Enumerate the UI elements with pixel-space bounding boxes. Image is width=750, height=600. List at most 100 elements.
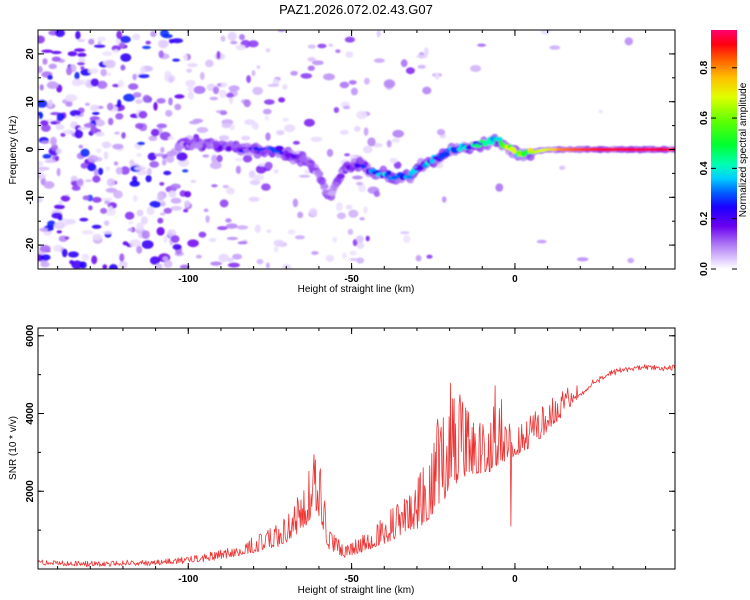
noise-blob	[78, 57, 86, 63]
noise-blob	[160, 200, 166, 207]
noise-blob	[172, 244, 182, 250]
noise-blob	[348, 209, 359, 218]
noise-blob	[120, 64, 126, 71]
noise-blob	[118, 42, 126, 48]
noise-blob	[174, 94, 185, 99]
noise-blob	[292, 140, 300, 145]
noise-blob	[441, 196, 447, 203]
noise-blob	[116, 30, 123, 40]
ridge-core	[275, 145, 284, 152]
noise-blob	[356, 181, 363, 186]
noise-blob	[154, 153, 165, 157]
noise-blob	[235, 165, 241, 174]
noise-blob	[69, 110, 81, 117]
noise-blob	[309, 208, 318, 217]
noise-blob	[150, 128, 160, 137]
noise-blob	[323, 73, 335, 81]
noise-blob	[495, 183, 504, 192]
noise-blob	[97, 167, 104, 176]
snr-y-tick-label: 4000	[25, 402, 36, 425]
noise-blob	[277, 30, 286, 33]
noise-blob	[129, 180, 140, 187]
snr-x-tick-label: -100	[178, 574, 198, 585]
noise-blob	[225, 218, 232, 223]
noise-blob	[38, 111, 43, 120]
noise-blob	[155, 263, 163, 269]
noise-blob	[94, 119, 105, 127]
noise-blob	[77, 38, 86, 43]
noise-blob	[90, 78, 99, 87]
noise-blob	[134, 166, 146, 171]
noise-blob	[83, 123, 96, 128]
noise-blob	[115, 167, 123, 175]
noise-blob	[38, 166, 50, 171]
ridge-core	[357, 159, 365, 165]
noise-blob	[345, 51, 354, 58]
noise-blob	[51, 50, 62, 55]
noise-blob	[38, 35, 45, 44]
noise-blob	[102, 264, 108, 269]
noise-blob	[203, 208, 209, 213]
noise-blob	[85, 179, 93, 183]
noise-blob	[148, 135, 158, 141]
noise-blob	[166, 150, 177, 157]
noise-blob	[77, 127, 88, 131]
noise-blob	[87, 155, 99, 163]
noise-blob	[41, 124, 51, 132]
noise-blob	[122, 241, 128, 246]
noise-blob	[168, 76, 174, 83]
noise-blob	[211, 184, 218, 188]
noise-blob	[470, 65, 482, 72]
noise-blob	[228, 85, 240, 92]
snr-y-tick-label: 6000	[25, 324, 36, 347]
noise-blob	[304, 169, 311, 175]
noise-blob	[165, 109, 173, 117]
noise-blob	[386, 140, 392, 148]
noise-blob	[157, 192, 165, 202]
noise-blob	[135, 99, 143, 104]
noise-blob	[226, 92, 234, 98]
noise-blob	[202, 154, 210, 158]
noise-blob	[51, 56, 61, 62]
noise-blob	[200, 71, 205, 81]
noise-blob	[248, 196, 260, 202]
ridge-core	[317, 171, 324, 177]
noise-blob	[87, 68, 99, 74]
noise-blob	[176, 152, 188, 162]
noise-blob	[179, 264, 190, 269]
noise-blob	[196, 127, 209, 133]
noise-blob	[78, 144, 84, 149]
noise-blob	[97, 80, 108, 89]
noise-blob	[383, 79, 396, 89]
noise-blob	[216, 51, 221, 60]
noise-blob	[94, 131, 105, 137]
noise-blob	[135, 123, 144, 129]
noise-blob	[210, 261, 223, 266]
noise-blob	[187, 63, 198, 68]
colorbar: 0.0 0.2 0.4 0.6 0.8 Normalized spectral ampl…	[699, 30, 749, 276]
noise-blob	[162, 34, 173, 39]
noise-blob	[356, 110, 368, 120]
noise-blob	[186, 68, 192, 73]
colorbar-ticks: 0.0 0.2 0.4 0.6 0.8	[699, 60, 737, 276]
noise-blob	[128, 83, 139, 90]
noise-blob	[100, 207, 108, 214]
noise-blob	[76, 179, 84, 187]
colorbar-tick-label: 0.0	[699, 262, 710, 276]
spectrogram-y-axis-label: Frequency (Hz)	[8, 116, 19, 185]
ridge-core	[406, 175, 413, 179]
noise-blob	[48, 63, 57, 69]
noise-blob	[205, 59, 214, 68]
ridge-core	[488, 140, 495, 146]
noise-blob	[106, 72, 112, 76]
noise-blob	[222, 184, 229, 189]
noise-blob	[103, 151, 109, 160]
noise-blob	[576, 257, 589, 262]
noise-blob	[121, 132, 126, 139]
noise-blob	[264, 115, 269, 121]
noise-blob	[163, 170, 172, 176]
noise-blob	[310, 136, 323, 142]
noise-blob	[549, 45, 561, 50]
noise-blob	[149, 256, 161, 265]
